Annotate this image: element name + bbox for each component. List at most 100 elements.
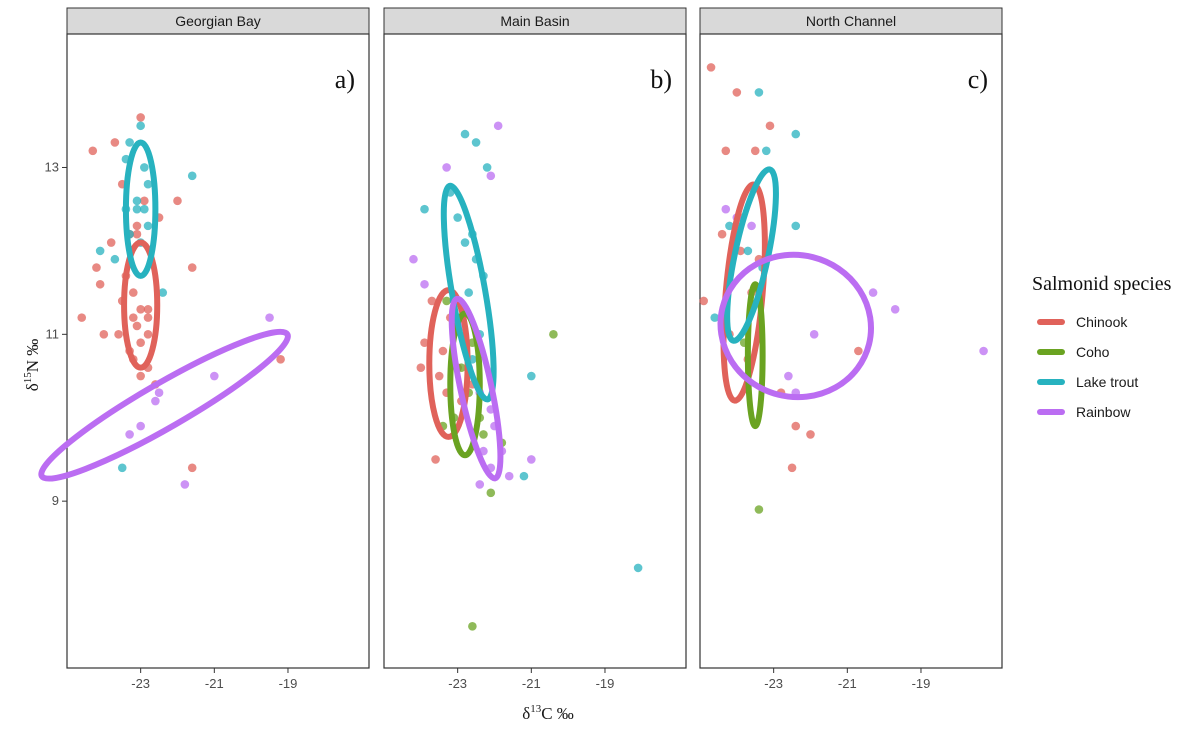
- legend-label-chinook: Chinook: [1076, 314, 1128, 330]
- data-point-rainbow: [180, 480, 190, 489]
- data-point-lake-trout: [791, 129, 801, 139]
- data-point-rainbow: [136, 421, 145, 431]
- data-point-chinook: [732, 88, 742, 97]
- data-point-chinook: [77, 313, 87, 322]
- data-point-chinook: [434, 371, 444, 381]
- data-point-chinook: [416, 363, 426, 372]
- data-point-chinook: [750, 146, 760, 156]
- data-point-chinook: [721, 146, 731, 156]
- data-point-chinook: [854, 346, 863, 356]
- legend-entry-coho: Coho: [1037, 344, 1110, 360]
- data-point-rainbow: [809, 330, 819, 339]
- ellipse-chinook-georgian-bay: [121, 239, 161, 371]
- data-point-chinook: [106, 238, 116, 247]
- data-point-chinook: [699, 296, 708, 306]
- data-point-lake-trout: [117, 463, 127, 473]
- legend-label-rainbow: Rainbow: [1076, 404, 1131, 420]
- panel-main-basin: Main Basin b) -23 -21 -19: [383, 7, 687, 691]
- data-point-rainbow: [890, 304, 900, 314]
- data-point-chinook: [132, 229, 142, 239]
- data-point-chinook: [706, 63, 716, 72]
- panel-georgian-bay: Georgian Bay a) -23 -21 -19 9 11 13: [38, 7, 370, 691]
- legend-label-lake-trout: Lake trout: [1076, 374, 1138, 390]
- data-point-coho: [549, 330, 558, 339]
- data-point-lake-trout: [460, 129, 470, 139]
- ellipse-lake-trout-main-basin: [440, 182, 497, 403]
- data-point-chinook: [420, 338, 429, 347]
- data-point-chinook: [114, 330, 123, 339]
- data-point-chinook: [806, 430, 815, 439]
- legend-entry-rainbow: Rainbow: [1037, 404, 1131, 420]
- data-point-chinook: [132, 221, 142, 231]
- strip-label-main-basin: Main Basin: [500, 13, 569, 29]
- data-point-lake-trout: [633, 563, 643, 573]
- data-point-chinook: [431, 455, 440, 464]
- data-point-chinook: [128, 288, 138, 297]
- data-point-lake-trout: [710, 313, 720, 322]
- x-tick-label: -19: [912, 676, 931, 691]
- data-point-rainbow: [265, 313, 274, 322]
- data-point-lake-trout: [140, 204, 149, 214]
- data-point-chinook: [787, 463, 797, 473]
- legend-label-coho: Coho: [1076, 344, 1110, 360]
- data-point-chinook: [136, 113, 145, 122]
- y-tick-label: 13: [45, 159, 59, 174]
- ellipse-rainbow-main-basin: [448, 295, 504, 482]
- data-point-rainbow: [154, 388, 164, 398]
- data-point-lake-trout: [754, 88, 764, 97]
- data-point-rainbow: [493, 121, 503, 131]
- data-point-chinook: [427, 296, 437, 306]
- data-point-lake-trout: [482, 163, 492, 172]
- data-point-rainbow: [409, 254, 418, 264]
- data-point-lake-trout: [725, 221, 734, 231]
- panels-layer: Georgian Bay a) -23 -21 -19 9 11 13 Main Basin b)…: [38, 7, 1003, 691]
- data-point-lake-trout: [132, 196, 142, 206]
- data-point-lake-trout: [761, 146, 771, 156]
- data-point-lake-trout: [125, 138, 134, 147]
- data-point-lake-trout: [519, 471, 529, 481]
- y-tick-label: 11: [46, 326, 60, 341]
- legend-entry-lake-trout: Lake trout: [1037, 374, 1138, 390]
- x-tick-label: -23: [131, 676, 150, 691]
- x-tick-label: -23: [764, 676, 783, 691]
- data-point-coho: [754, 505, 764, 514]
- data-point-coho: [479, 430, 488, 439]
- legend: Salmonid species Chinook Coho Lake trout Ra…: [1032, 273, 1172, 420]
- data-point-chinook: [92, 263, 101, 272]
- x-tick-label: -19: [596, 676, 615, 691]
- data-point-chinook: [99, 330, 109, 339]
- data-point-rainbow: [486, 171, 496, 181]
- data-point-rainbow: [151, 396, 160, 406]
- x-axis-title: δ13C ‰: [522, 703, 574, 723]
- data-point-chinook: [132, 321, 142, 331]
- data-point-lake-trout: [187, 171, 197, 181]
- ellipse-rainbow-north-channel: [717, 251, 874, 401]
- strip-north-channel: [699, 7, 1003, 35]
- data-point-rainbow: [475, 480, 485, 489]
- panel-label-north-channel: c): [968, 65, 988, 94]
- data-point-rainbow: [442, 163, 451, 172]
- panel-label-main-basin: b): [650, 65, 672, 94]
- data-point-rainbow: [721, 204, 731, 214]
- data-point-rainbow: [504, 471, 514, 481]
- x-tick-label: -21: [205, 676, 224, 691]
- data-point-chinook: [143, 313, 153, 322]
- data-point-lake-trout: [132, 204, 142, 214]
- data-point-chinook: [136, 304, 145, 314]
- data-point-rainbow: [979, 346, 988, 356]
- data-point-coho: [486, 488, 496, 498]
- x-tick-label: -19: [279, 676, 298, 691]
- data-point-lake-trout: [158, 288, 168, 297]
- y-tick-label: 9: [52, 493, 59, 508]
- ellipse-coho-north-channel: [744, 281, 766, 430]
- data-point-lake-trout: [527, 371, 536, 381]
- data-point-chinook: [110, 138, 120, 147]
- data-point-lake-trout: [140, 163, 149, 172]
- data-point-chinook: [791, 421, 801, 431]
- data-point-chinook: [173, 196, 182, 206]
- data-point-chinook: [438, 346, 448, 356]
- ellipse-coho-main-basin: [447, 310, 483, 459]
- data-point-rainbow: [210, 371, 219, 381]
- strip-label-georgian-bay: Georgian Bay: [175, 13, 261, 29]
